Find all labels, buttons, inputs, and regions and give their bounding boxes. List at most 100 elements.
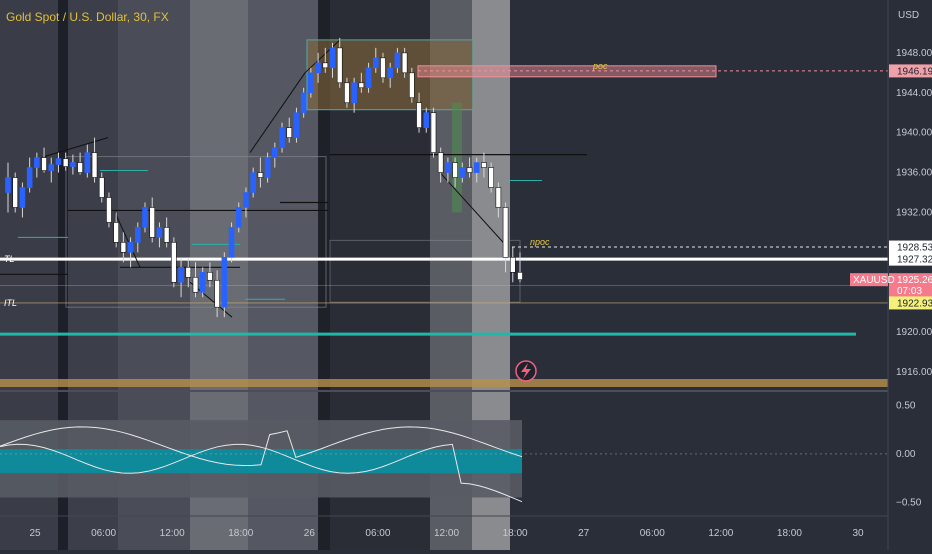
zigzag-line xyxy=(249,72,306,153)
time-tick-label: 18:00 xyxy=(777,528,802,539)
candle-body xyxy=(19,187,26,208)
candle-body xyxy=(149,207,156,238)
candle xyxy=(250,167,256,198)
candle xyxy=(365,62,372,93)
candle xyxy=(372,47,379,73)
price-tag-bg xyxy=(889,296,932,310)
candle-body xyxy=(77,162,83,173)
candle xyxy=(387,62,393,88)
candle xyxy=(423,107,430,133)
candle-body xyxy=(409,72,415,99)
candle-body xyxy=(279,127,285,148)
candle-body xyxy=(41,157,47,171)
osc-line-lower xyxy=(0,443,523,503)
candle xyxy=(19,182,26,218)
candle xyxy=(473,157,480,183)
candle xyxy=(416,92,422,133)
candle-body xyxy=(26,167,33,188)
symbol-tag-bg xyxy=(850,273,888,287)
candle xyxy=(308,67,314,98)
candle-body xyxy=(437,152,444,173)
candle-body xyxy=(344,82,350,104)
candle-body xyxy=(423,112,430,128)
candles-layer xyxy=(5,37,523,318)
candle-body xyxy=(12,177,19,208)
candle xyxy=(135,222,141,253)
candle xyxy=(149,197,156,243)
candle xyxy=(322,47,329,73)
candle xyxy=(264,152,271,183)
candle xyxy=(351,77,357,113)
time-tick-label: 25 xyxy=(29,528,41,539)
candle-body xyxy=(228,227,235,258)
candle xyxy=(228,222,235,263)
time-tick-label: 12:00 xyxy=(708,528,733,539)
candle xyxy=(185,257,192,288)
candle-body xyxy=(207,271,213,281)
osc-tick-label: 0.50 xyxy=(896,401,916,412)
candle xyxy=(113,212,119,248)
tl-label: TL xyxy=(4,254,15,264)
candle-body xyxy=(185,267,192,278)
price-tag: 1927.32 xyxy=(889,252,932,266)
candle-body xyxy=(127,242,134,253)
time-tick-label: 18:00 xyxy=(228,528,253,539)
candle-body xyxy=(430,112,437,153)
range-box xyxy=(65,156,327,308)
candle-body xyxy=(178,267,184,283)
candle xyxy=(207,262,213,288)
candle-body xyxy=(336,47,343,84)
candle-body xyxy=(509,257,516,273)
candle xyxy=(91,137,98,183)
candle-body xyxy=(243,192,249,208)
candle-body xyxy=(452,162,458,178)
session-band xyxy=(510,0,888,550)
candle-body xyxy=(495,187,502,208)
lightning-icon xyxy=(515,360,537,382)
candle-body xyxy=(235,207,242,228)
zigzag-line xyxy=(439,172,506,245)
candle-body xyxy=(91,152,98,178)
time-tick-label: 30 xyxy=(852,528,864,539)
time-tick-label: 12:00 xyxy=(434,528,459,539)
candle-body xyxy=(358,82,365,89)
time-tick-label: 06:00 xyxy=(91,528,116,539)
bottom-orange-bar xyxy=(0,379,888,387)
candle xyxy=(12,172,19,213)
candle-body xyxy=(466,167,473,173)
time-tick-label: 12:00 xyxy=(160,528,185,539)
candle-body xyxy=(171,242,177,283)
zigzag-line xyxy=(304,39,341,74)
candle-body xyxy=(459,167,466,178)
session-band xyxy=(318,0,330,550)
price-tick-label: 1932.00 xyxy=(896,207,932,218)
candle xyxy=(192,262,199,298)
candle xyxy=(459,162,466,183)
candle-body xyxy=(394,52,401,69)
candle xyxy=(106,192,112,228)
itl-label: ITL xyxy=(4,298,17,308)
time-tick-label: 26 xyxy=(304,528,316,539)
candle xyxy=(300,87,307,118)
candle xyxy=(502,202,509,273)
price-tag-value: 1946.19 xyxy=(897,66,932,77)
candle-body xyxy=(286,127,293,138)
candle-body xyxy=(293,112,300,138)
candle xyxy=(5,162,11,213)
price-tag: 1946.19 xyxy=(889,64,932,78)
candle-body xyxy=(387,67,393,79)
price-tag-value: 1928.53 xyxy=(897,243,932,254)
price-tag-bg xyxy=(889,273,932,298)
candle-body xyxy=(62,158,69,167)
candle-body xyxy=(5,177,11,193)
symbol-tag: XAUUSD xyxy=(850,273,895,287)
candle xyxy=(445,157,451,183)
candle xyxy=(34,152,40,178)
candle xyxy=(495,182,502,218)
candle xyxy=(452,157,458,188)
candle-body xyxy=(221,257,228,308)
candle xyxy=(214,270,220,318)
